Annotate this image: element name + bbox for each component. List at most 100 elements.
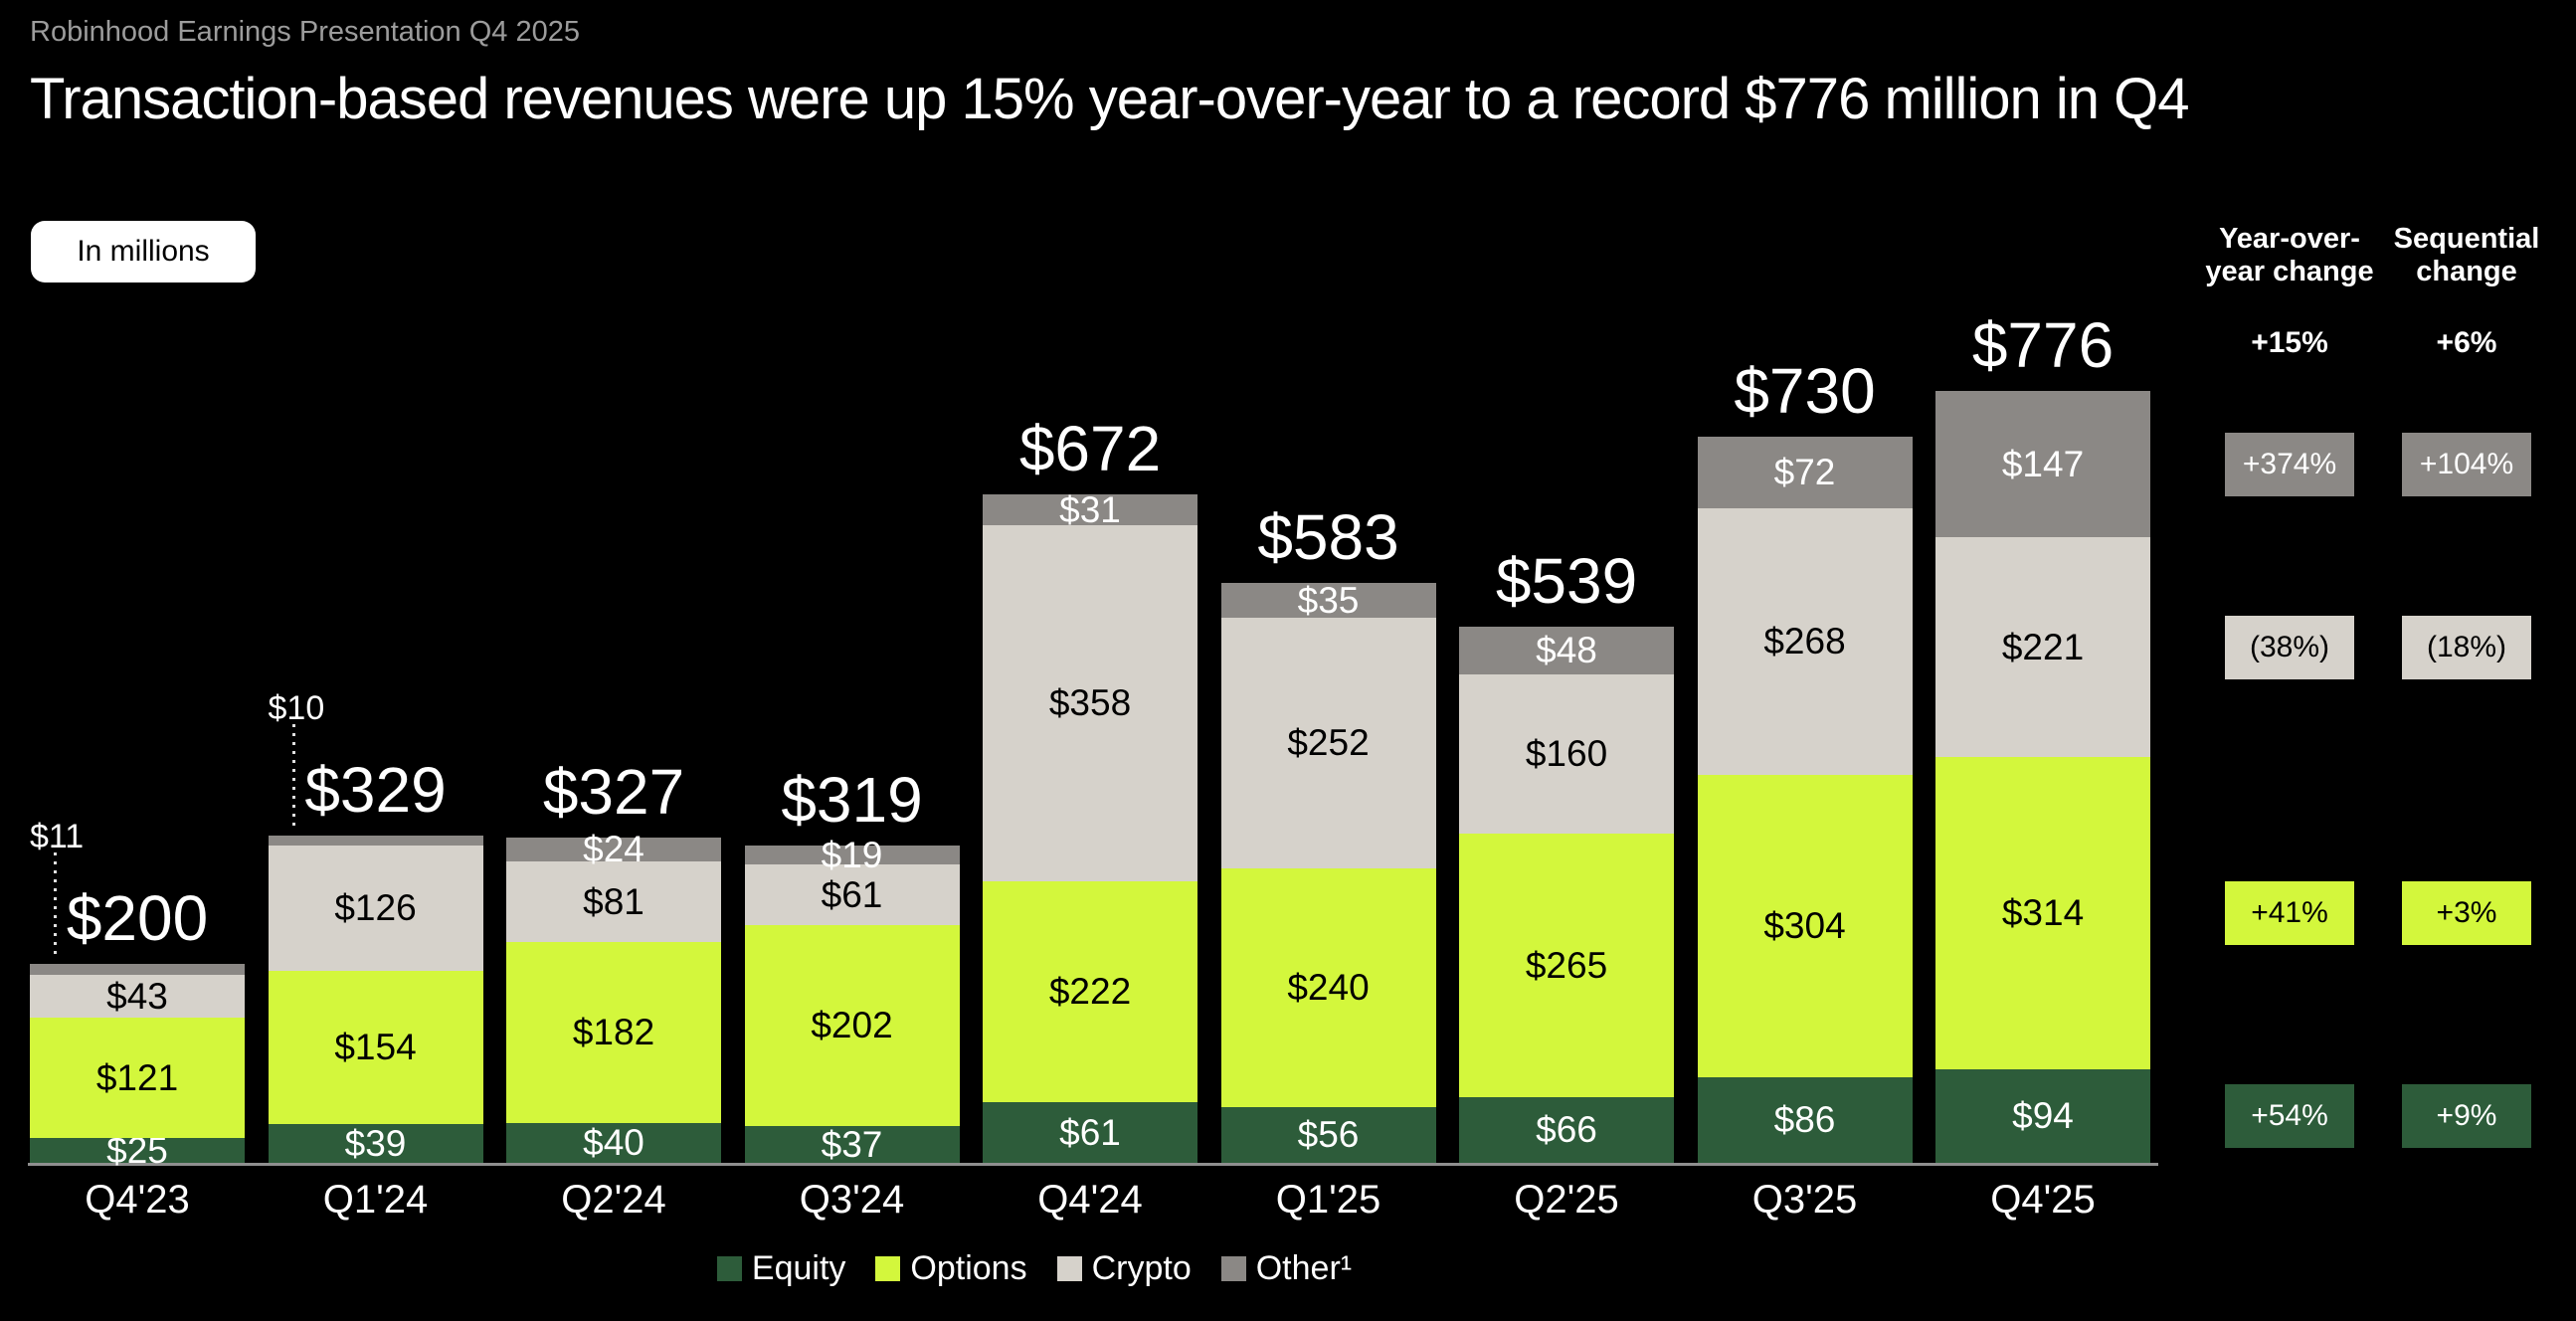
bar-segment-options-9: $314: [1935, 757, 2150, 1069]
sequential-total-change: +6%: [2436, 326, 2497, 359]
bar-total-label: $327: [542, 756, 685, 828]
bar-segment-equity-2: $39: [268, 1122, 483, 1164]
segment-value-label: $19: [821, 834, 883, 875]
segment-value-label: $221: [2001, 626, 2085, 667]
segment-value-label: $35: [1297, 579, 1360, 621]
other-callout-label: $10: [268, 689, 325, 727]
segment-value-label: $154: [334, 1027, 417, 1067]
bar-total-label: $672: [1018, 413, 1162, 484]
segment-value-label: $43: [106, 975, 168, 1017]
bar-segment-crypto-9: $221: [1935, 537, 2150, 757]
seq-change-badge-options: +3%: [2402, 881, 2531, 945]
segment-value-label: $94: [2012, 1095, 2074, 1136]
yoy-change-badge-options: +41%: [2225, 881, 2354, 945]
bar-segment-other-5: $31: [983, 489, 1197, 530]
bar-total-label: $200: [66, 882, 209, 954]
bar-segment-other-1: [30, 964, 245, 975]
segment-value-label: $61: [821, 873, 883, 915]
segment-value-label: $81: [583, 880, 644, 922]
options-swatch-icon: [875, 1256, 901, 1281]
units-badge-label: In millions: [77, 235, 210, 268]
bar-segment-options-2: $154: [268, 971, 483, 1124]
bar-total-label: $583: [1257, 501, 1399, 573]
legend-item-equity: Equity: [716, 1249, 845, 1288]
segment-value-label: $121: [95, 1056, 179, 1098]
other-callout-dotted-line: [54, 852, 57, 960]
segment-value-label: $56: [1297, 1114, 1360, 1155]
x-axis-label: Q4'23: [85, 1178, 190, 1222]
segment-value-label: $126: [334, 887, 417, 928]
bar-total-label: $319: [781, 764, 923, 836]
yoy-change-badge-crypto: (38%): [2225, 615, 2354, 679]
bar-segment-crypto-7: $160: [1459, 674, 1674, 834]
segment-value-label: $252: [1287, 722, 1370, 763]
bar-segment-equity-6: $56: [1220, 1107, 1436, 1163]
segment-value-label: $314: [2001, 892, 2085, 933]
segment-value-label: $31: [1059, 488, 1121, 530]
segment-value-label: $72: [1773, 452, 1836, 492]
seq-change-badge-equity: +9%: [2402, 1084, 2531, 1148]
bar-segment-equity-1: $25: [30, 1130, 245, 1171]
bar-segment-options-7: $265: [1459, 834, 1674, 1097]
x-axis-label: Q4'25: [1990, 1178, 2096, 1222]
bar-segment-crypto-4: $61: [744, 864, 960, 925]
x-axis-line: [28, 1163, 2158, 1166]
bar-segment-other-3: $24: [506, 829, 721, 869]
segment-value-label: $182: [572, 1012, 655, 1052]
segment-value-label: $265: [1525, 944, 1608, 986]
legend-item-crypto: Crypto: [1056, 1249, 1192, 1288]
bar-segment-crypto-1: $43: [30, 975, 245, 1018]
seq-change-badge-other: +104%: [2402, 432, 2531, 496]
segment-value-label: $24: [583, 829, 644, 869]
bar-segment-other-7: $48: [1459, 627, 1674, 674]
bar-segment-options-8: $304: [1697, 775, 1913, 1077]
seq-change-badge-crypto: (18%): [2402, 615, 2531, 679]
bar-segment-options-4: $202: [744, 925, 960, 1126]
segment-value-label: $37: [821, 1123, 883, 1165]
yoy-change-column-header: Year-over- year change: [2205, 223, 2374, 287]
x-axis-label: Q3'24: [799, 1178, 905, 1222]
segment-value-label: $202: [811, 1005, 893, 1045]
bar-segment-equity-9: $94: [1935, 1069, 2150, 1163]
legend-item-options: Options: [875, 1249, 1027, 1288]
segment-value-label: $304: [1763, 905, 1846, 946]
bar-segment-crypto-8: $268: [1697, 508, 1913, 775]
bar-segment-other-9: $147: [1935, 391, 2150, 537]
bar-segment-crypto-5: $358: [983, 525, 1197, 881]
x-axis-label: Q3'25: [1751, 1178, 1858, 1222]
equity-swatch-icon: [716, 1256, 742, 1281]
segment-value-label: $39: [344, 1122, 407, 1164]
bar-segment-crypto-2: $126: [268, 846, 483, 971]
bar-total-label: $776: [1971, 309, 2115, 381]
bar-segment-equity-8: $86: [1697, 1077, 1913, 1163]
x-axis-label: Q1'25: [1275, 1178, 1381, 1222]
segment-value-label: $160: [1525, 733, 1608, 774]
bar-segment-options-6: $240: [1220, 868, 1436, 1107]
segment-value-label: $240: [1287, 967, 1370, 1008]
page-title: Transaction-based revenues were up 15% y…: [30, 67, 2190, 131]
bar-segment-options-3: $182: [506, 942, 721, 1123]
bar-segment-other-6: $35: [1220, 580, 1436, 621]
segment-value-label: $147: [2001, 443, 2085, 484]
bar-segment-other-4: $19: [744, 835, 960, 875]
segment-value-label: $40: [583, 1122, 644, 1163]
x-axis-label: Q2'25: [1514, 1178, 1619, 1222]
sequential-change-column-header: Sequential change: [2393, 223, 2540, 287]
presentation-eyebrow: Robinhood Earnings Presentation Q4 2025: [30, 16, 580, 48]
segment-value-label: $48: [1536, 630, 1597, 670]
crypto-swatch-icon: [1056, 1256, 1082, 1281]
bar-total-label: $329: [304, 754, 447, 826]
bar-segment-other-2: [268, 836, 483, 846]
x-axis-label: Q1'24: [322, 1178, 429, 1222]
yoy-change-badge-other: +374%: [2225, 432, 2354, 496]
bar-segment-options-1: $121: [30, 1018, 245, 1138]
bar-segment-options-5: $222: [983, 881, 1197, 1102]
segment-value-label: $61: [1059, 1111, 1121, 1153]
bar-segment-equity-3: $40: [506, 1122, 721, 1163]
yoy-change-badge-equity: +54%: [2225, 1084, 2354, 1148]
x-axis-label: Q4'24: [1037, 1178, 1143, 1222]
bar-total-label: $539: [1495, 545, 1638, 617]
x-axis-label: Q2'24: [561, 1178, 666, 1222]
